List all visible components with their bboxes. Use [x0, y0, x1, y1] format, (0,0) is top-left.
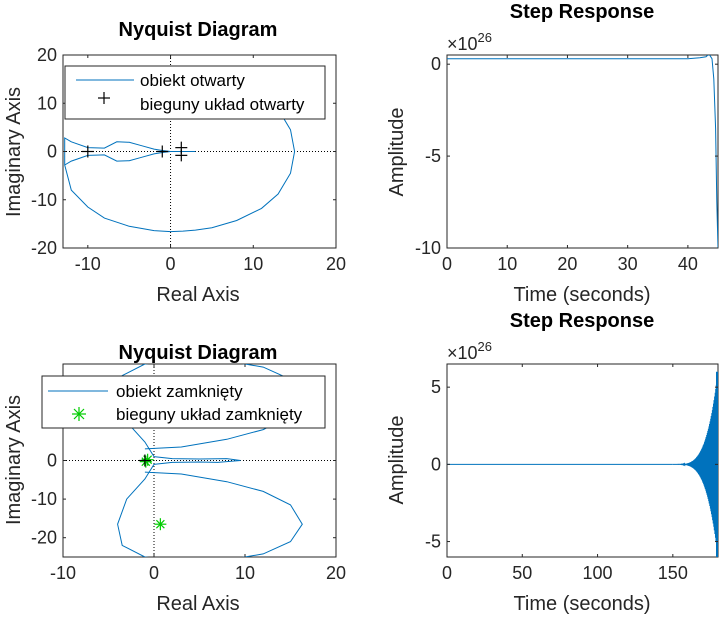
y-tick-label: 20 — [37, 45, 57, 65]
step-bottom-xlabel: Time (seconds) — [513, 593, 650, 615]
nyquist-closed-chart: Nyquist Diagram -10 0 10 20 -20 -10 0 Real Ax… — [3, 342, 346, 615]
pole-plus-marker — [81, 145, 94, 158]
nyquist-closed-ylabel: Imaginary Axis — [3, 395, 25, 525]
x-tick-label: 20 — [557, 254, 577, 274]
y-tick-label: 0 — [47, 142, 57, 162]
legend-star-marker — [72, 407, 86, 421]
legend-plus-marker — [98, 92, 110, 104]
step-response-top-chart: Step Response 0 10 20 30 40 -10 -5 0 ×1026 Tim… — [386, 1, 719, 306]
y-tick-label: -10 — [31, 190, 57, 210]
x-tick-label: 30 — [618, 254, 638, 274]
x-tick-label: 0 — [166, 254, 176, 274]
x-tick-label: 100 — [583, 563, 613, 583]
y-tick-label: 0 — [431, 454, 441, 474]
nyquist-open-ylabel: Imaginary Axis — [3, 87, 25, 217]
y-tick-label: -20 — [31, 238, 57, 258]
x-tick-label: 0 — [442, 563, 452, 583]
step-top-title: Step Response — [510, 1, 654, 23]
nyquist-closed-legend: obiekt zamknięty bieguny układ zamknięty — [41, 375, 326, 429]
series-line-0 — [117, 364, 303, 557]
y-tick-label: -10 — [31, 489, 57, 509]
step-bottom-ylabel: Amplitude — [386, 416, 408, 505]
nyquist-open-legend: obiekt otwarty bieguny układ otwarty — [64, 65, 326, 120]
y-tick-label: -20 — [31, 528, 57, 548]
step-bottom-axes-box — [446, 363, 719, 558]
step-bottom-exponent: ×1026 — [447, 339, 492, 363]
x-tick-label: 50 — [512, 563, 532, 583]
x-tick-label: -10 — [50, 563, 76, 583]
x-tick-label: 20 — [326, 563, 346, 583]
legend-entry-bieguny-otwarty: bieguny układ otwarty — [140, 95, 305, 114]
pole-plus-marker — [138, 454, 151, 467]
step-top-xlabel: Time (seconds) — [513, 284, 650, 306]
x-tick-label: -10 — [75, 254, 101, 274]
legend-entry-bieguny-zamkniety: bieguny układ zamknięty — [116, 405, 303, 424]
step-response-bottom-chart: Step Response 0 50 100 150 -505 ×1026 Time … — [386, 310, 719, 615]
y-tick-label: -10 — [415, 238, 441, 258]
step-bottom-title: Step Response — [510, 310, 654, 332]
step-top-ylabel: Amplitude — [386, 108, 408, 197]
pole-plus-marker — [175, 149, 188, 162]
nyquist-open-title: Nyquist Diagram — [119, 19, 278, 41]
x-tick-label: 10 — [497, 254, 517, 274]
step-top-exponent: ×1026 — [447, 30, 492, 54]
legend-entry-obiekt-otwarty: obiekt otwarty — [140, 71, 245, 90]
x-tick-label: 40 — [678, 254, 698, 274]
pole-star-marker — [154, 518, 167, 531]
nyquist-closed-title: Nyquist Diagram — [119, 342, 278, 364]
x-tick-label: 10 — [235, 563, 255, 583]
step-top-axes-box — [446, 54, 719, 249]
x-tick-label: 0 — [149, 563, 159, 583]
y-tick-label: 0 — [431, 54, 441, 74]
pole-star-marker — [139, 455, 152, 468]
x-tick-label: 10 — [243, 254, 263, 274]
nyquist-open-chart: Nyquist Diagram -10 0 10 20 -20 -10 0 10 20 Rea… — [3, 19, 346, 306]
y-tick-label: 5 — [431, 377, 441, 397]
legend-box — [41, 375, 326, 429]
legend-entry-obiekt-zamkniety: obiekt zamknięty — [116, 382, 243, 401]
series-line-0 — [447, 55, 718, 248]
x-tick-label: 0 — [442, 254, 452, 274]
nyquist-closed-xlabel: Real Axis — [156, 593, 239, 615]
x-tick-label: 20 — [326, 254, 346, 274]
oscillation-tail — [672, 371, 718, 555]
y-tick-label: 10 — [37, 93, 57, 113]
pole-plus-marker — [156, 145, 169, 158]
legend-box — [64, 65, 326, 120]
nyquist-open-xlabel: Real Axis — [156, 284, 239, 306]
y-tick-label: -5 — [425, 532, 441, 552]
y-tick-label: -5 — [425, 146, 441, 166]
x-tick-label: 150 — [658, 563, 688, 583]
y-tick-label: 0 — [47, 451, 57, 471]
